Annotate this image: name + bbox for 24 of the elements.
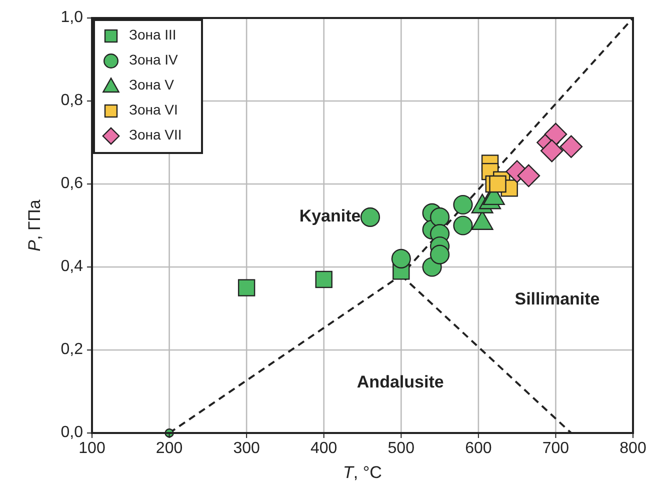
legend-label: Зона III [129, 26, 176, 43]
annotation: Andalusite [356, 372, 444, 392]
legend-label: Зона V [129, 76, 175, 93]
x-tick-label: 300 [233, 440, 260, 457]
y-tick-label: 0,2 [60, 341, 84, 358]
x-tick-label: 700 [542, 440, 570, 457]
y-tick-label: 0,6 [60, 175, 84, 192]
legend-label: Зона VI [129, 102, 178, 118]
x-axis-title: T, °C [343, 463, 382, 482]
y-tick-label: 0,8 [60, 92, 84, 110]
x-tick-label: 500 [388, 440, 415, 457]
annotation: Sillimanite [514, 290, 600, 309]
x-tick-label: 800 [620, 440, 646, 457]
x-tick-label: 200 [156, 440, 183, 457]
y-tick-label: 0,4 [60, 258, 84, 276]
x-tick-label: 600 [465, 440, 492, 457]
y-tick-label: 1,0 [60, 9, 84, 26]
y-tick-label: 0,0 [60, 424, 84, 442]
annotation: Kyanite [299, 206, 361, 226]
y-axis-title: P, ГПа [25, 199, 44, 252]
x-tick-label: 100 [78, 440, 106, 457]
legend-label: Зона IV [129, 52, 179, 68]
x-tick-label: 400 [310, 440, 338, 457]
legend-label: Зона VII [129, 126, 182, 143]
